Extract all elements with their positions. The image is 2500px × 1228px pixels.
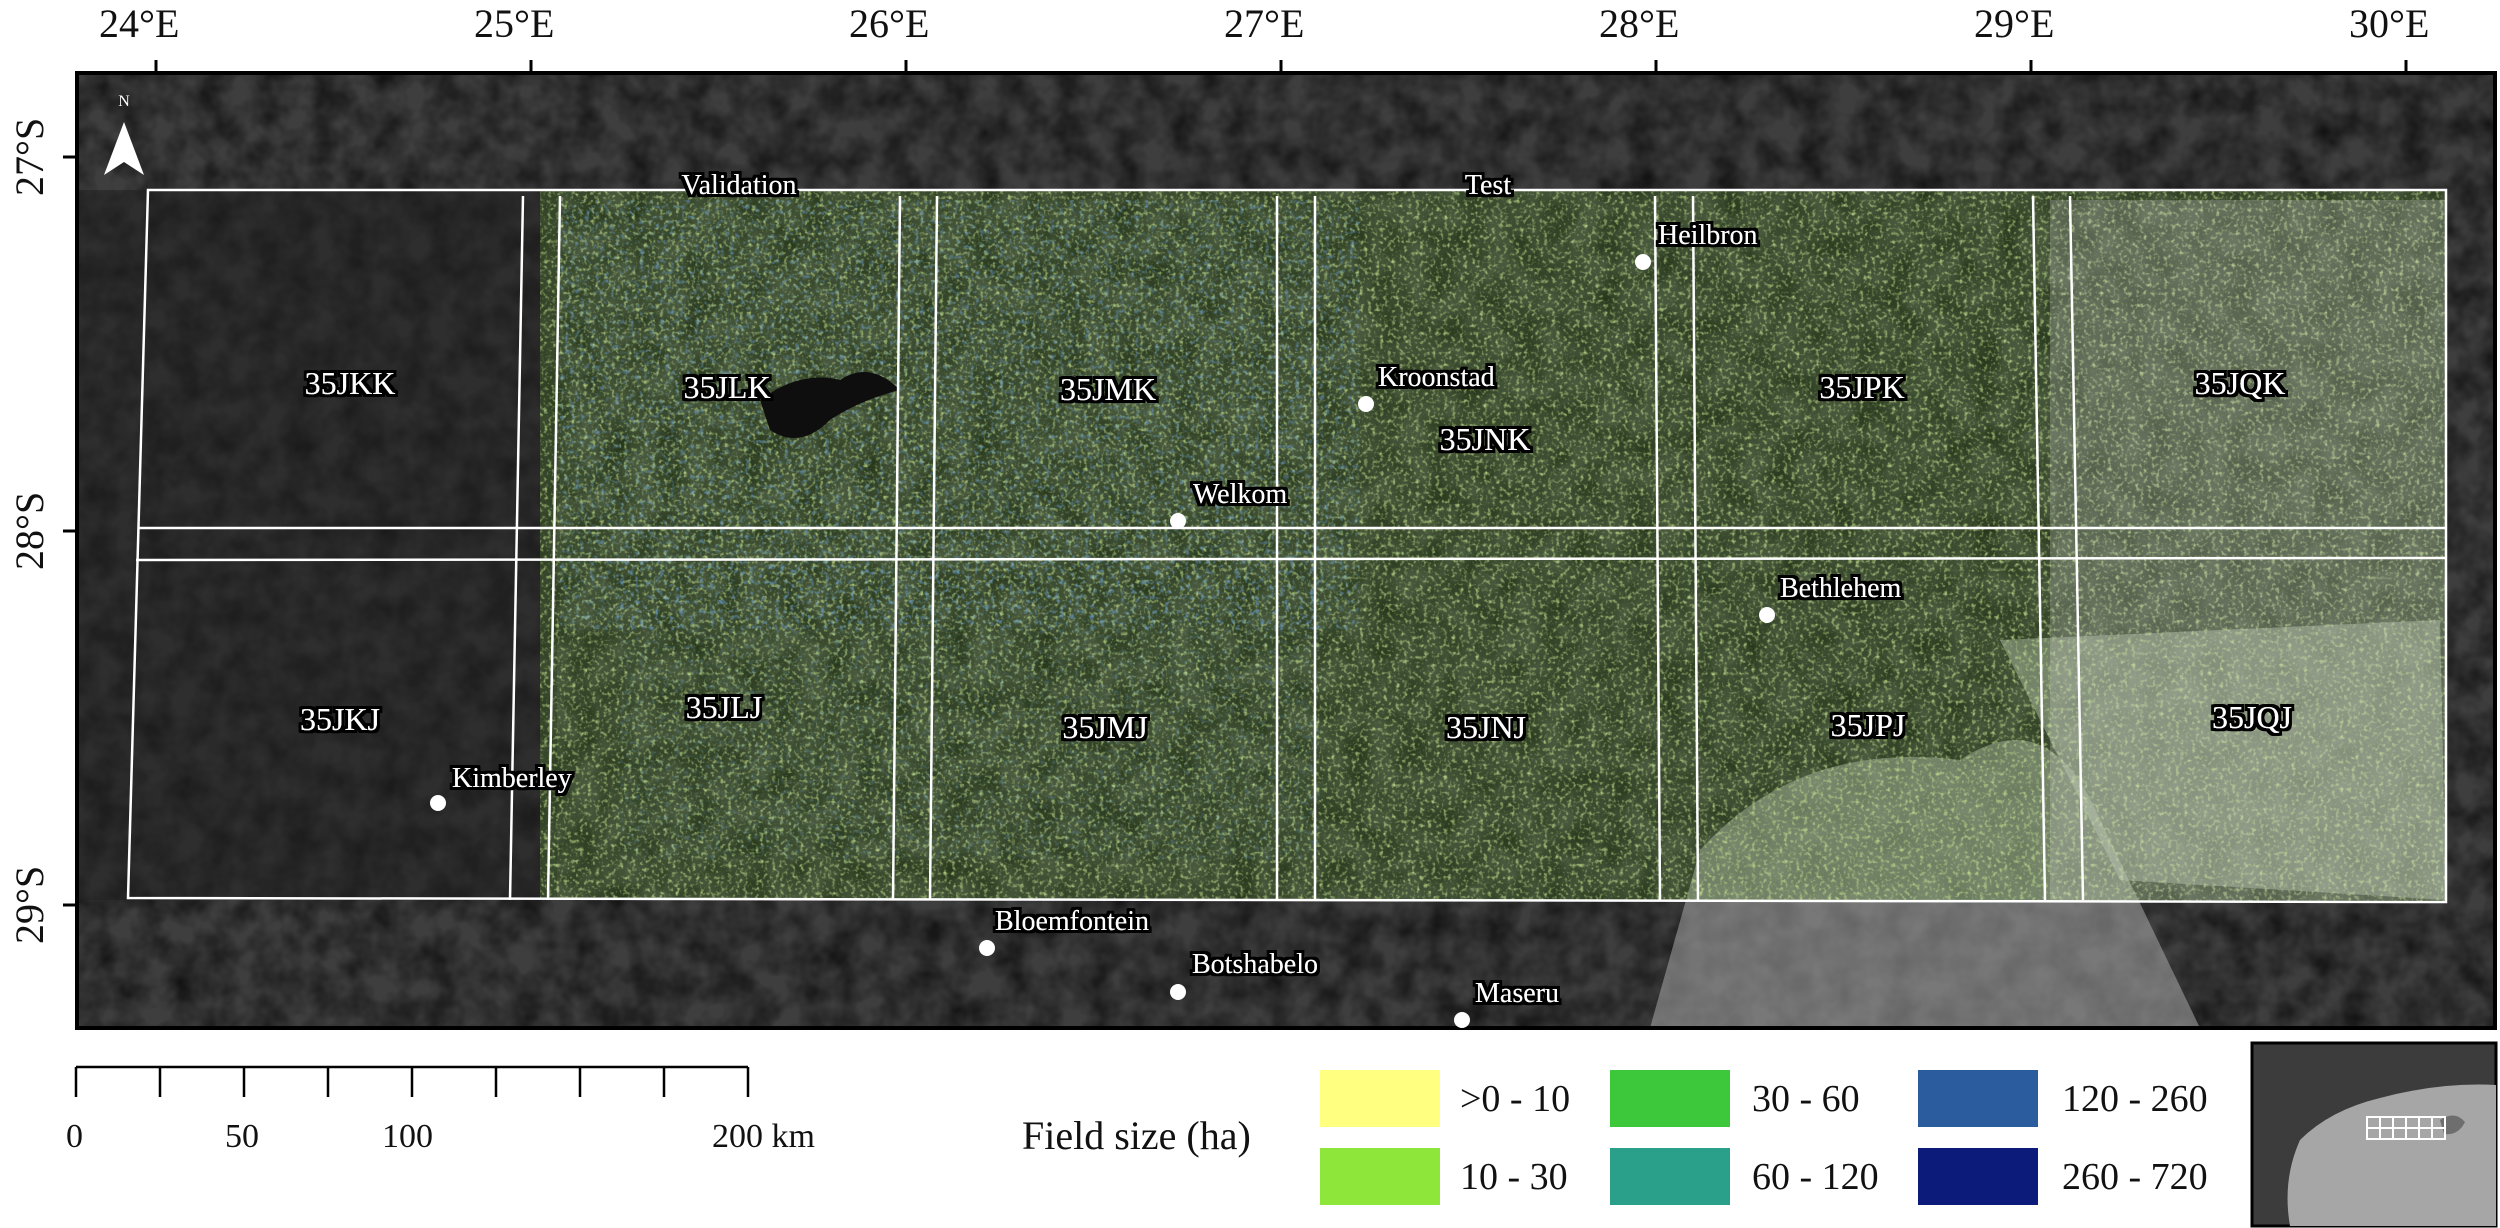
tile-grid [126, 188, 2448, 904]
tile-label: 35JKK [305, 365, 396, 401]
city-dot [1170, 984, 1186, 1000]
legend-label: 10 - 30 [1460, 1156, 1568, 1198]
latitude-label: 27°S [7, 117, 52, 196]
tile-label: 35JLJ [686, 689, 762, 725]
city-label: Kimberley [452, 763, 572, 794]
city-dot [1454, 1012, 1470, 1028]
tile-label: 35JMK [1060, 371, 1156, 407]
test-label: Test [1465, 170, 1511, 201]
legend-swatch [1320, 1148, 1440, 1205]
longitude-label: 28°E [1599, 1, 1680, 46]
latitude-label: 29°S [7, 865, 52, 944]
longitude-label: 25°E [474, 1, 555, 46]
legend-swatch [1918, 1070, 2038, 1127]
longitude-label: 27°E [1224, 1, 1305, 46]
city-label: Kroonstad [1378, 362, 1495, 393]
latitude-label: 28°S [7, 491, 52, 570]
city-label: Maseru [1475, 978, 1559, 1009]
scale-label: 0 [66, 1118, 83, 1155]
city-dot [1358, 396, 1374, 412]
legend-label: 260 - 720 [2062, 1156, 2208, 1198]
graticule-ticks [63, 60, 2408, 907]
longitude-label: 30°E [2349, 1, 2430, 46]
city-label: Bethlehem [1780, 573, 1902, 604]
legend-swatch [1918, 1148, 2038, 1205]
tile-label: 35JPK [1819, 369, 1904, 405]
city-dot [1170, 513, 1186, 529]
legend-swatch [1320, 1070, 1440, 1127]
city-label: Heilbron [1658, 220, 1758, 251]
scale-label: 50 [225, 1118, 259, 1155]
tile-label: 35JMJ [1062, 709, 1147, 745]
city-label: Bloemfontein [995, 906, 1149, 937]
legend-title: Field size (ha) [1022, 1113, 1251, 1158]
tile-label: 35JKJ [300, 701, 380, 737]
map-frame [75, 71, 2497, 1030]
north-arrow-icon: N [104, 93, 144, 175]
inset-locator-map [2250, 1041, 2498, 1228]
tile-label: 35JQK [2195, 365, 2286, 401]
longitude-label: 24°E [99, 1, 180, 46]
validation-label: Validation [681, 170, 796, 201]
legend-label: 60 - 120 [1752, 1156, 1879, 1198]
tile-label: 35JLK [683, 369, 770, 405]
tile-label: 35JQJ [2212, 699, 2292, 735]
scale-label: 100 [382, 1118, 433, 1155]
city-dot [430, 795, 446, 811]
legend-label: >0 - 10 [1460, 1078, 1571, 1120]
longitude-label: 26°E [849, 1, 930, 46]
city-markers [430, 254, 1775, 1028]
scale-bar [74, 1065, 750, 1097]
legend-label: 30 - 60 [1752, 1078, 1860, 1120]
city-label: Welkom [1193, 479, 1287, 510]
city-dot [1759, 607, 1775, 623]
inset-study-area [2366, 1116, 2446, 1140]
city-dot [979, 940, 995, 956]
legend-swatch [1610, 1148, 1730, 1205]
city-dot [1635, 254, 1651, 270]
legend-swatch [1610, 1070, 1730, 1127]
tile-label: 35JNJ [1446, 709, 1526, 745]
tile-label: 35JNK [1440, 421, 1531, 457]
longitude-label: 29°E [1974, 1, 2055, 46]
scale-label: 200 km [712, 1118, 815, 1155]
tile-label: 35JPJ [1831, 707, 1906, 743]
legend-label: 120 - 260 [2062, 1078, 2208, 1120]
city-label: Botshabelo [1192, 949, 1318, 980]
north-arrow-label: N [118, 93, 130, 110]
